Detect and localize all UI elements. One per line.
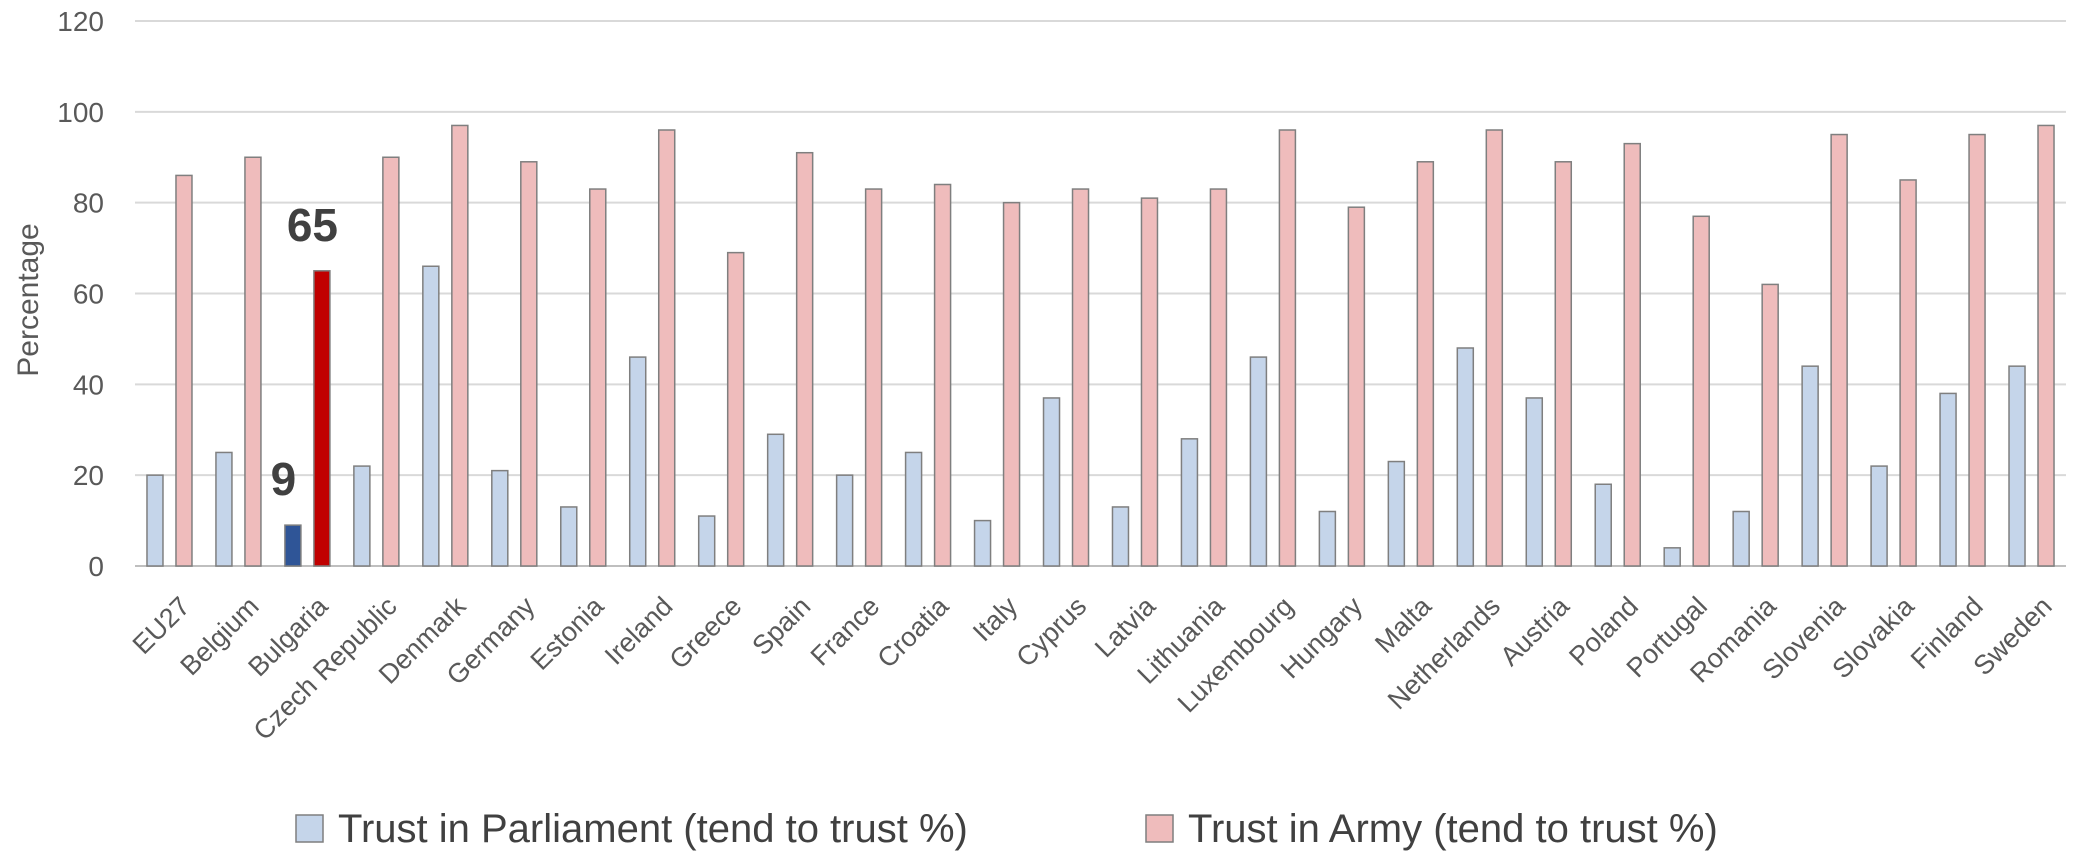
bar-army [1278,129,1297,567]
bar-army [2037,124,2055,567]
highlight-labels: 9 65 [271,199,338,505]
bar-parliament [1525,397,1544,567]
x-category-label: Ireland [599,591,679,671]
bar-army [1968,133,1986,567]
bar-army [244,156,262,567]
bar-army [382,156,400,567]
y-axis-ticks: 0 20 40 60 80 100 120 [57,6,104,582]
bar-parliament [1456,347,1475,567]
bar-parliament [1663,547,1681,567]
bars [146,124,2055,567]
bar-parliament [353,465,371,567]
bar-parliament [697,515,716,567]
bar-army [1140,197,1159,567]
legend: Trust in Parliament (tend to trust %) Tru… [295,807,1718,851]
x-category-label: Estonia [525,590,611,676]
bar-parliament [973,519,992,567]
y-tick-label: 100 [57,97,104,128]
x-category-label: France [805,591,886,672]
bar-parliament [1042,397,1061,567]
bar-army [726,251,745,567]
bar-army [451,124,469,567]
bar-army [1002,201,1021,567]
x-category-label: Austria [1494,590,1575,671]
y-tick-label: 0 [88,551,104,582]
bar-army [1347,206,1366,567]
legend-swatch-parliament [295,814,324,843]
y-axis-label: Percentage [12,223,45,376]
legend-label-army: Trust in Army (tend to trust %) [1188,807,1718,851]
bar-army [1071,188,1090,567]
bar-parliament [1870,465,1888,567]
bar-army [1761,283,1779,567]
bar-parliament [1249,356,1268,567]
y-tick-label: 120 [57,6,104,37]
bar-army [933,183,952,567]
bar-parliament [491,469,509,567]
bar-parliament [904,451,923,567]
x-category-label: Cyprus [1011,591,1093,673]
bar-parliament [2008,365,2026,567]
bar-army [589,188,607,567]
bar-parliament [422,265,440,567]
bar-parliament [1180,438,1199,567]
bar-army [1485,129,1504,567]
bar-parliament [1801,365,1819,567]
bar-army [175,174,193,567]
bar-parliament [835,474,854,567]
bar-army [520,161,538,567]
bar-parliament [628,356,647,567]
bar-parliament [1387,460,1406,567]
bar-parliament [146,474,164,567]
bar-army [1554,161,1573,567]
bar-army [1416,161,1435,567]
legend-label-parliament: Trust in Parliament (tend to trust %) [338,807,968,851]
bar-parliament [1732,510,1750,567]
bar-army [795,151,814,567]
y-tick-label: 80 [73,188,104,219]
bar-parliament [1594,483,1612,567]
highlight-label-army: 65 [287,199,338,251]
bar-army [313,270,331,567]
y-tick-label: 60 [73,279,104,310]
bar-army [1899,179,1917,567]
bar-army [1830,133,1848,567]
highlight-label-parliament: 9 [271,453,297,505]
y-tick-label: 40 [73,369,104,400]
x-category-label: Italy [967,591,1024,648]
x-category-label: Greece [664,591,748,675]
bar-army [1209,188,1228,567]
bar-army [1692,215,1710,567]
bar-parliament [1111,506,1130,567]
bar-army [657,129,676,567]
bar-army [1623,142,1641,567]
y-tick-label: 20 [73,460,104,491]
bar-parliament [1318,510,1337,567]
bar-parliament [284,524,302,567]
legend-swatch-army [1145,814,1174,843]
bar-parliament [1939,392,1957,567]
bar-parliament [560,506,578,567]
bar-parliament [215,451,233,567]
x-category-label: Croatia [872,590,955,673]
bar-parliament [766,433,785,567]
bar-army [864,188,883,567]
